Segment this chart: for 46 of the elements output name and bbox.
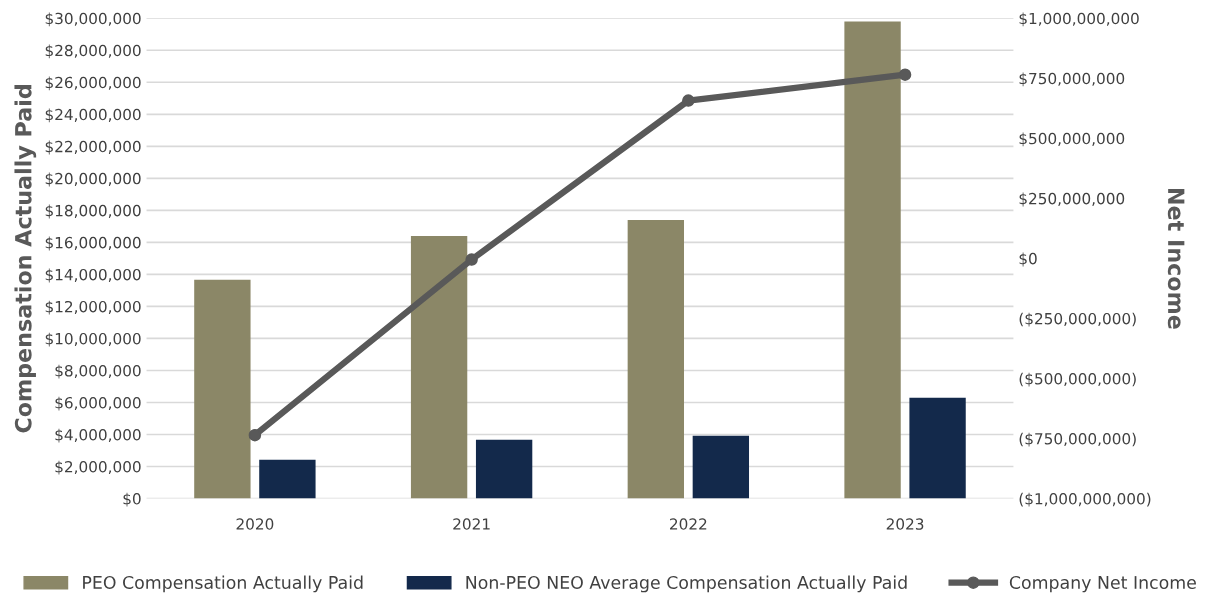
y2-tick-label: ($250,000,000) bbox=[1019, 312, 1136, 327]
y-tick-label: $16,000,000 bbox=[45, 236, 141, 251]
y-tick-label: $18,000,000 bbox=[45, 204, 141, 219]
y2-tick-label: ($750,000,000) bbox=[1019, 432, 1136, 447]
point bbox=[898, 68, 912, 81]
y-tick-label: $12,000,000 bbox=[45, 300, 141, 315]
point bbox=[465, 253, 478, 266]
point bbox=[682, 94, 695, 107]
y2-tick-label: ($500,000,000) bbox=[1019, 372, 1136, 387]
point bbox=[248, 428, 262, 442]
y2-tick-label: $500,000,000 bbox=[1019, 132, 1125, 147]
y-tick-label: $8,000,000 bbox=[55, 364, 141, 379]
y-tick-label: $0 bbox=[123, 492, 141, 507]
y2-axis-title: Net Income bbox=[1167, 189, 1185, 329]
x-tick-label: 2020 bbox=[236, 518, 274, 530]
y-tick-label: $6,000,000 bbox=[55, 396, 141, 411]
bar bbox=[259, 459, 316, 499]
legend-label: Non-PEO NEO Average Compensation Actually Paid bbox=[466, 575, 907, 593]
x-tick-label: 2022 bbox=[670, 518, 707, 530]
bar bbox=[194, 279, 251, 499]
bar bbox=[909, 397, 966, 499]
x-tick-label: 2023 bbox=[886, 518, 924, 530]
bar bbox=[627, 219, 684, 499]
y2-tick-label: $750,000,000 bbox=[1019, 72, 1125, 87]
x-tick-label: 2021 bbox=[453, 518, 490, 530]
y-tick-label: $10,000,000 bbox=[45, 332, 141, 347]
y-tick-label: $14,000,000 bbox=[45, 268, 141, 283]
bar bbox=[410, 235, 468, 499]
legend-label: Company Net Income bbox=[1009, 575, 1196, 593]
y-tick-label: $28,000,000 bbox=[45, 44, 141, 59]
bar bbox=[844, 21, 901, 499]
bar bbox=[475, 439, 533, 499]
legend-label: PEO Compensation Actually Paid bbox=[83, 575, 363, 593]
y2-tick-label: $0 bbox=[1019, 252, 1037, 267]
y-tick-label: $30,000,000 bbox=[45, 12, 141, 27]
y2-tick-label: $250,000,000 bbox=[1019, 192, 1125, 207]
y-tick-label: $4,000,000 bbox=[55, 428, 141, 443]
y2-tick-label: $1,000,000,000 bbox=[1019, 12, 1139, 27]
y-axis-title: Compensation Actually Paid bbox=[14, 85, 37, 433]
y-tick-label: $2,000,000 bbox=[55, 460, 141, 475]
y-tick-label: $26,000,000 bbox=[45, 76, 141, 91]
y-tick-label: $22,000,000 bbox=[45, 140, 141, 155]
y-tick-label: $24,000,000 bbox=[45, 108, 141, 123]
y-tick-label: $20,000,000 bbox=[45, 172, 141, 187]
bar bbox=[692, 435, 750, 499]
y2-tick-label: ($1,000,000,000) bbox=[1019, 492, 1151, 507]
